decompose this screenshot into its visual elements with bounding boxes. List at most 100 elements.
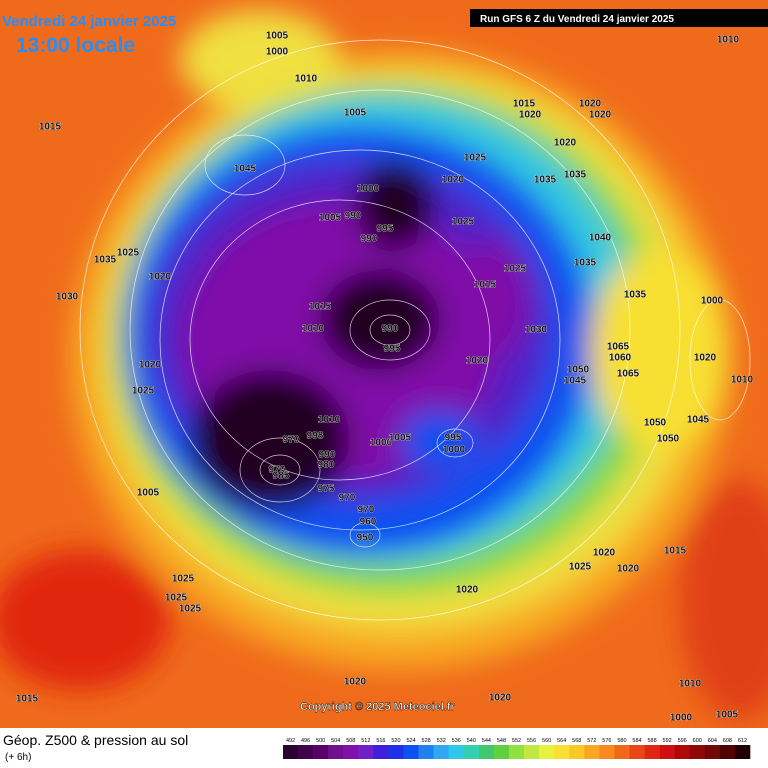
colorbar-tick-label: 540: [467, 738, 476, 744]
pressure-label: 990: [382, 324, 399, 335]
pressure-label: 1025: [172, 574, 195, 585]
pressure-label: 1045: [687, 415, 710, 426]
colorbar-tick-label: 536: [452, 738, 461, 744]
time-label: 13:00 locale: [16, 34, 135, 57]
pressure-label: 1005: [344, 108, 367, 119]
pressure-label: 970: [283, 435, 300, 446]
pressure-label: 1005: [319, 213, 342, 224]
colorbar-swatch: [433, 745, 450, 759]
date-label: Vendredi 24 janvier 2025: [2, 13, 176, 30]
pressure-label: 1025: [132, 386, 155, 397]
colorbar-tick-label: 600: [693, 738, 702, 744]
pressure-label: 1015: [474, 280, 497, 291]
colorbar-tick-label: 516: [376, 738, 385, 744]
pressure-label: 1020: [617, 564, 640, 575]
colorbar-swatch: [313, 745, 329, 759]
pressure-label: 1020: [489, 693, 512, 704]
colorbar-swatch: [539, 745, 555, 759]
colorbar-tick-label: 504: [331, 738, 340, 744]
colorbar-tick-label: 592: [663, 738, 672, 744]
colorbar-tick-label: 524: [406, 738, 415, 744]
colorbar-tick-label: 588: [647, 738, 656, 744]
colorbar-tick-label: 560: [542, 738, 551, 744]
pressure-label: 1050: [644, 418, 667, 429]
pressure-label: 1015: [39, 122, 62, 133]
pressure-label: 1000: [357, 184, 380, 195]
colorbar-tick-label: 568: [572, 738, 581, 744]
colorbar-tick-label: 512: [361, 738, 370, 744]
pressure-label: 970: [269, 465, 286, 476]
pressure-label: 1020: [579, 99, 602, 110]
pressure-label: 1025: [117, 248, 140, 259]
colorbar-tick-label: 548: [497, 738, 506, 744]
pressure-label: 970: [358, 505, 375, 516]
pressure-label: 1040: [589, 233, 612, 244]
pressure-label: 1010: [295, 74, 318, 85]
pressure-label: 1025: [179, 604, 202, 615]
pressure-label: 960: [360, 517, 377, 528]
pressure-label: 998: [307, 431, 324, 442]
pressure-label: 1045: [564, 376, 587, 387]
pressure-label: 1020: [589, 110, 612, 121]
colorbar-swatch: [554, 745, 570, 759]
pressure-label: 1065: [607, 342, 630, 353]
pressure-label: 990: [319, 450, 336, 461]
pressure-label: 1025: [464, 153, 487, 164]
colorbar-tick-label: 584: [632, 738, 641, 744]
colorbar-tick-label: 528: [422, 738, 431, 744]
colorbar-tick-label: 492: [286, 738, 295, 744]
pressure-label: 950: [357, 533, 374, 544]
colorbar-swatch: [343, 745, 359, 759]
colorbar-swatch: [524, 745, 540, 759]
colorbar-tick-label: 496: [301, 738, 310, 744]
pressure-label: 1015: [16, 694, 39, 705]
colorbar-swatch: [508, 745, 525, 759]
colorbar-tick-label: 500: [316, 738, 325, 744]
pressure-label: 1035: [624, 290, 647, 301]
colorbar-tick-label: 596: [678, 738, 687, 744]
pressure-label: 1020: [456, 585, 479, 596]
pressure-label: 1020: [694, 353, 717, 364]
colorbar-swatch: [674, 745, 691, 759]
colorbar-swatch: [418, 745, 434, 759]
colorbar-swatch: [614, 745, 630, 759]
pressure-label: 1020: [149, 272, 172, 283]
pressure-label: 970: [339, 493, 356, 504]
pressure-label: 1000: [370, 438, 393, 449]
pressure-label: 1010: [318, 415, 341, 426]
colorbar-swatch: [584, 745, 600, 759]
colorbar-swatch: [719, 745, 736, 759]
pressure-label: 1020: [593, 548, 616, 559]
pressure-label: 1020: [519, 110, 542, 121]
colorbar-tick-label: 564: [557, 738, 566, 744]
colorbar-swatch: [373, 745, 389, 759]
pressure-label: 1000: [266, 47, 289, 58]
pressure-label: 1050: [567, 365, 590, 376]
colorbar-swatch: [463, 745, 480, 759]
colorbar-swatch: [328, 745, 344, 759]
pressure-label: 1050: [657, 434, 680, 445]
pressure-label: 1045: [234, 164, 257, 175]
pressure-label: 1025: [165, 593, 188, 604]
colorbar-swatch: [569, 745, 585, 759]
pressure-label: 990: [361, 234, 378, 245]
run-label: Run GFS 6 Z du Vendredi 24 janvier 2025: [480, 14, 674, 25]
pressure-label: 1025: [504, 264, 527, 275]
colorbar-tick-label: 552: [512, 738, 521, 744]
pressure-label: 995: [384, 344, 401, 355]
pressure-label: 1030: [525, 325, 548, 336]
copyright: Copyright © 2025 Meteociel.fr: [300, 701, 456, 713]
colorbar-tick-label: 508: [346, 738, 355, 744]
colorbar-tick-label: 572: [587, 738, 596, 744]
colorbar-swatch: [283, 745, 299, 759]
pressure-label: 1005: [137, 488, 160, 499]
pressure-label: 1005: [266, 31, 289, 42]
pressure-label: 975: [318, 484, 335, 495]
pressure-label: 1020: [344, 677, 367, 688]
pressure-label: 1020: [466, 356, 489, 367]
pressure-label: 995: [445, 433, 462, 444]
run-box: [470, 9, 768, 27]
pressure-label: 1020: [139, 360, 162, 371]
